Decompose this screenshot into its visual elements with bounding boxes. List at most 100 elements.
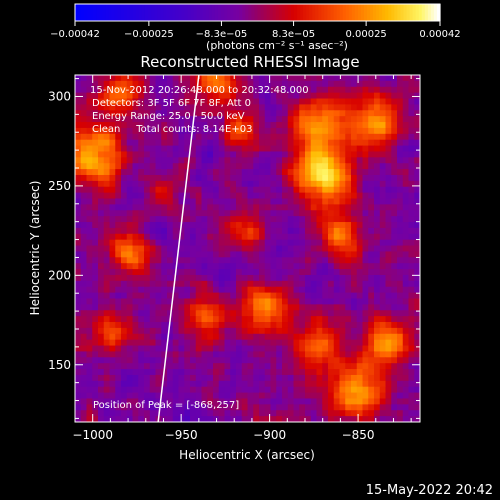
- heatmap-cell: [351, 139, 358, 147]
- heatmap-cell: [299, 374, 306, 382]
- colorbar-cell: [221, 4, 225, 21]
- colorbar-tick-label: −0.00025: [124, 29, 174, 40]
- heatmap-cell: [328, 269, 335, 276]
- heatmap-cell: [414, 145, 420, 152]
- heatmap-cell: [351, 263, 358, 270]
- heatmap-cell: [259, 333, 266, 341]
- heatmap-cell: [264, 151, 271, 158]
- heatmap-cell: [305, 351, 312, 358]
- heatmap-cell: [109, 386, 116, 394]
- heatmap-cell: [385, 186, 392, 194]
- heatmap-cell: [161, 374, 168, 382]
- heatmap-cell: [299, 186, 306, 194]
- heatmap-cell: [402, 398, 409, 405]
- heatmap-cell: [80, 310, 87, 317]
- heatmap-cell: [80, 86, 87, 94]
- heatmap-cell: [316, 310, 323, 317]
- heatmap-cell: [167, 104, 174, 111]
- heatmap-cell: [402, 251, 409, 258]
- heatmap-cell: [310, 345, 317, 352]
- heatmap-cell: [190, 104, 197, 111]
- heatmap-cell: [264, 239, 271, 247]
- heatmap-cell: [224, 145, 231, 152]
- heatmap-cell: [230, 180, 237, 188]
- heatmap-cell: [379, 122, 386, 129]
- heatmap-cell: [368, 374, 375, 382]
- heatmap-cell: [276, 416, 283, 422]
- heatmap-cell: [149, 386, 156, 394]
- heatmap-cell: [408, 304, 415, 311]
- heatmap-cell: [414, 186, 420, 194]
- heatmap-cell: [218, 163, 225, 170]
- heatmap-cell: [172, 198, 179, 205]
- heatmap-cell: [149, 157, 156, 164]
- heatmap-cell: [374, 251, 381, 258]
- heatmap-cell: [408, 210, 415, 217]
- colorbar-cell: [342, 4, 347, 21]
- heatmap-cell: [264, 210, 271, 217]
- heatmap-cell: [126, 316, 133, 323]
- colorbar-cell: [87, 4, 91, 21]
- heatmap-cell: [356, 151, 363, 158]
- heatmap-cell: [339, 222, 346, 229]
- heatmap-cell: [264, 180, 271, 188]
- heatmap-cell: [299, 239, 306, 247]
- heatmap-cell: [103, 75, 110, 82]
- heatmap-cell: [98, 157, 105, 164]
- y-axis-label: Heliocentric Y (arcsec): [28, 181, 42, 316]
- heatmap-cell: [259, 222, 266, 229]
- heatmap-cell: [299, 380, 306, 388]
- heatmap-cell: [230, 333, 237, 341]
- heatmap-cell: [207, 163, 214, 170]
- heatmap-cell: [167, 233, 174, 241]
- heatmap-cell: [167, 92, 174, 100]
- heatmap-cell: [213, 233, 220, 241]
- heatmap-cell: [299, 139, 306, 147]
- heatmap-cell: [155, 192, 162, 200]
- colorbar-cell: [336, 4, 341, 21]
- heatmap-cell: [253, 298, 260, 305]
- heatmap-cell: [333, 304, 340, 311]
- heatmap-cell: [190, 274, 197, 282]
- heatmap-cell: [339, 133, 346, 141]
- heatmap-cell: [287, 316, 294, 323]
- heatmap-cell: [236, 369, 243, 376]
- heatmap-cell: [293, 357, 300, 364]
- heatmap-cell: [397, 222, 404, 229]
- heatmap-cell: [132, 245, 139, 252]
- heatmap-cell: [345, 92, 352, 100]
- heatmap-cell: [213, 392, 220, 399]
- heatmap-cell: [402, 122, 409, 129]
- heatmap-cell: [310, 98, 317, 105]
- heatmap-cell: [75, 369, 82, 376]
- heatmap-cell: [385, 75, 392, 82]
- heatmap-cell: [247, 386, 254, 394]
- heatmap-cell: [86, 398, 93, 405]
- heatmap-cell: [167, 198, 174, 205]
- heatmap-cell: [201, 145, 208, 152]
- heatmap-cell: [241, 198, 248, 205]
- heatmap-cell: [167, 327, 174, 335]
- heatmap-cell: [75, 286, 82, 294]
- heatmap-cell: [155, 286, 162, 294]
- heatmap-cell: [374, 316, 381, 323]
- heatmap-cell: [299, 369, 306, 376]
- heatmap-cell: [138, 227, 145, 235]
- heatmap-cell: [195, 363, 202, 370]
- heatmap-cell: [80, 75, 87, 82]
- heatmap-cell: [230, 233, 237, 241]
- heatmap-cell: [207, 363, 214, 370]
- colorbar-cell: [430, 4, 435, 21]
- heatmap-cell: [92, 222, 99, 229]
- heatmap-cell: [161, 269, 168, 276]
- heatmap-cell: [305, 292, 312, 299]
- heatmap-cell: [385, 245, 392, 252]
- heatmap-cell: [241, 186, 248, 194]
- heatmap-cell: [92, 363, 99, 370]
- x-tick-label: −1000: [72, 428, 113, 442]
- heatmap-cell: [299, 233, 306, 241]
- heatmap-cell: [253, 257, 260, 264]
- heatmap-cell: [356, 322, 363, 329]
- heatmap-cell: [161, 163, 168, 170]
- heatmap-cell: [224, 316, 231, 323]
